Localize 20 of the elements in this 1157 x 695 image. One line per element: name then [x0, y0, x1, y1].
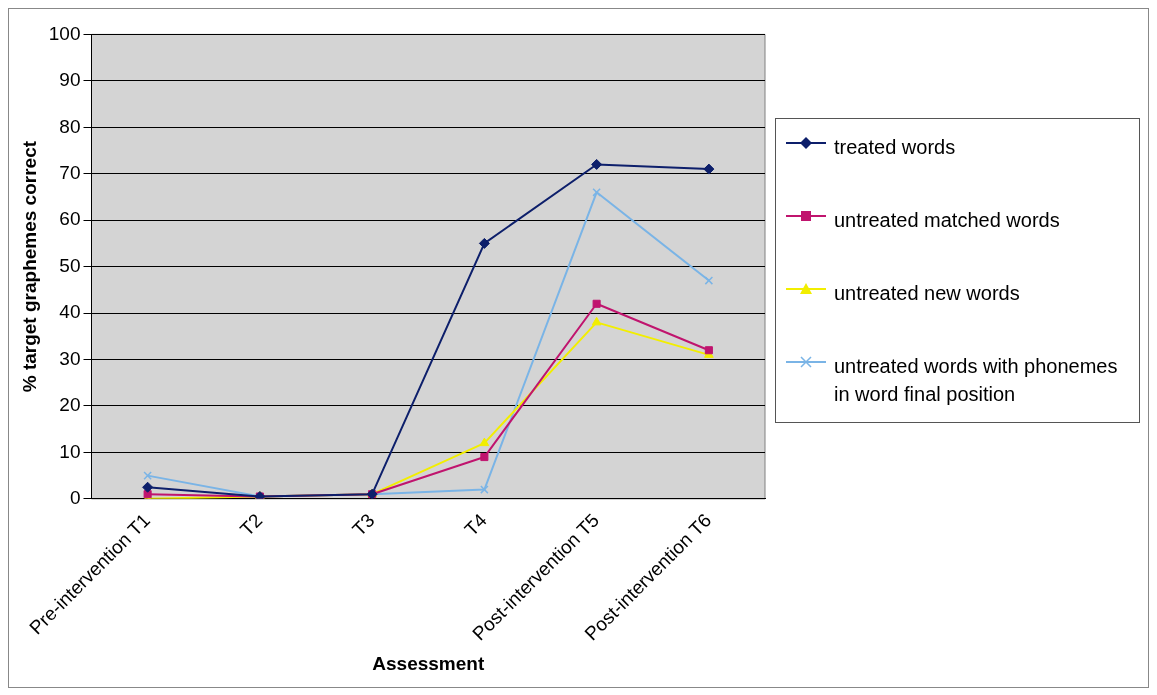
- y-tick-label: 60: [59, 208, 81, 230]
- x-axis-title: Assessment: [372, 652, 485, 674]
- y-tick-label: 10: [59, 440, 81, 462]
- y-tick-label: 40: [59, 301, 81, 323]
- x-tick-label: T3: [348, 509, 379, 541]
- y-tick-label: 50: [59, 254, 81, 276]
- y-tick-label: 80: [59, 115, 81, 137]
- y-tick-label: 100: [48, 22, 81, 44]
- y-tick-label: 20: [59, 394, 81, 416]
- y-tick-label: 30: [59, 347, 81, 369]
- x-tick-label: T2: [235, 509, 267, 541]
- legend-label: untreated words with phonemes in word final position: [834, 354, 1119, 407]
- y-tick-label: 70: [59, 161, 81, 183]
- y-tick-label: 90: [59, 69, 81, 91]
- legend-label: treated words: [834, 135, 956, 160]
- legend-label: untreated matched words: [834, 208, 1060, 233]
- y-axis-title: % target graphemes correct: [18, 140, 40, 393]
- y-tick-label: 0: [69, 487, 81, 509]
- x-tick-label: T4: [460, 509, 492, 541]
- legend-label: untreated new words: [834, 281, 1020, 306]
